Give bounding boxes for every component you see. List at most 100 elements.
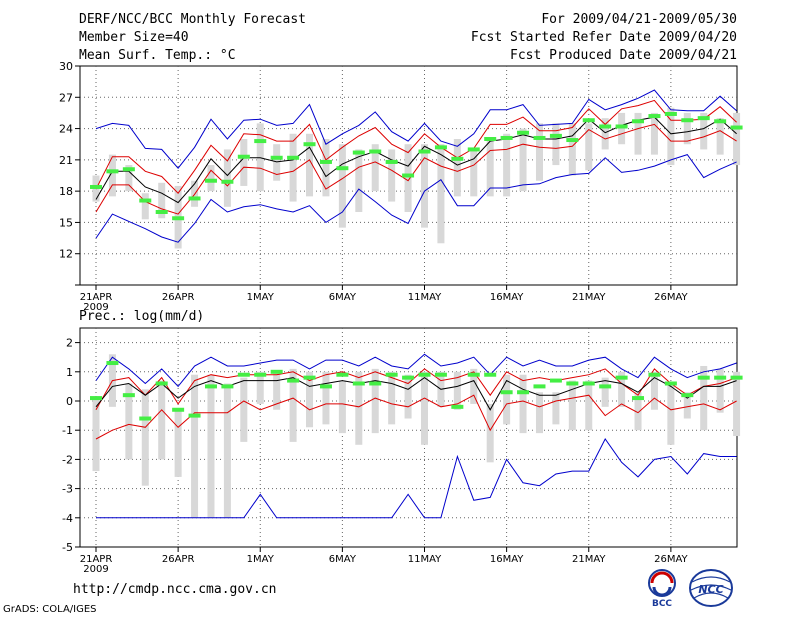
panel1-member-mark [106,169,119,174]
panel1-spread-box [716,118,724,155]
panel2-member-mark [188,413,201,418]
panel2-member-mark [451,404,464,409]
panel2-member-mark [106,361,119,366]
panel2-member-mark [221,384,234,389]
panel1-member-mark [648,114,661,119]
panel1-spread-box [371,144,379,192]
panel2-member-mark [270,369,283,374]
panel2-ytick-label: -5 [62,541,73,554]
panel2-series-mean [95,376,737,411]
panel1-ytick-label: 27 [59,91,73,104]
panel2-member-mark [204,384,217,389]
panel2-member-mark [517,390,530,395]
panel1-spread-box [519,128,527,192]
panel2-member-mark [664,381,677,386]
panel1-spread-box [125,165,133,192]
panel2-spread-box [355,371,363,445]
panel1-ytick-label: 18 [59,185,73,198]
panel2-ytick-label: 2 [66,337,73,350]
panel2-xtick-label: 11MAY [408,554,442,565]
panel2-spread-box [453,371,461,410]
variable-label: Mean Surf. Temp.: °C [79,48,236,63]
member-size-label: Member Size=40 [79,30,189,45]
panel2-member-mark [254,372,267,377]
panel1-member-mark [549,133,562,138]
panel2-spread-box [240,377,248,442]
panel1-member-mark [730,125,743,130]
panel2-spread-box [486,403,494,463]
panel1-member-mark [451,156,464,161]
panel1-spread-box [240,139,248,186]
panel1-spread-box [273,144,281,181]
panel1-member-mark [599,124,612,129]
panel2-spread-box [273,371,281,410]
panel2-series-lower [95,394,737,440]
panel2-spread-box [174,409,182,477]
panel2-ytick-label: -4 [62,512,73,525]
fcst-started-label: Fcst Started Refer Date 2009/04/20 [470,30,737,45]
panel1-member-mark [385,159,398,164]
panel1-spread-box [470,149,478,197]
panel2-spread-box [716,368,724,413]
panel2-member-mark [434,372,447,377]
panel1-member-mark [139,198,152,203]
panel2-member-mark [122,393,135,398]
panel1-spread-box [700,112,708,150]
panel1-member-mark [336,166,349,171]
panel2-ytick-label: -1 [62,424,73,437]
panel1-ytick-label: 21 [59,154,73,167]
panel1-member-mark [681,118,694,123]
panel1-xtick-label: 6MAY [329,292,357,303]
panel2-spread-box [371,368,379,434]
panel1-series-lower [95,123,737,215]
panel2-ytick-label: -3 [62,483,73,496]
panel1-member-mark [303,142,316,147]
panel2-frame [79,327,738,548]
bcc-logo: BCC [648,569,676,608]
panel2-member-mark [385,372,398,377]
panel2-member-mark [549,378,562,383]
panel1-spread-box [683,112,691,145]
panel2-xtick-label: 21MAY [572,554,606,565]
panel1-member-mark [90,184,102,189]
panel2-spread-box [421,371,428,445]
panel1-member-mark [500,135,513,140]
panel2-member-mark [582,381,595,386]
panel1-member-mark [122,167,135,172]
source-url[interactable]: http://cmdp.ncc.cma.gov.cn [73,582,277,597]
panel2-spread-box [585,380,593,431]
panel2-spread-box [552,392,560,425]
panel2-spread-box [618,371,626,407]
panel1-xtick-label: 21APR [80,292,113,303]
panel1-series-mean [95,116,737,204]
panel2-spread-box [601,377,609,407]
panel1-member-mark [664,111,677,116]
panel2-spread-box [322,371,330,425]
panel2-member-mark [336,372,349,377]
panel1-member-mark [270,155,283,160]
panel1-member-mark [418,149,431,154]
panel2-spread-box [289,368,297,442]
panel1-xtick-year: 2009 [83,302,108,313]
panel1-member-mark [221,179,234,184]
panel1-spread-box [650,112,658,155]
panel1-series-min [95,154,737,243]
panel2-spread-box [191,374,199,518]
svg-text:BCC: BCC [652,599,672,608]
panel1-member-mark [352,150,365,155]
panel1-member-mark [319,159,332,164]
panel1-member-mark [402,173,415,178]
panel2-member-mark [681,393,694,398]
panel2-member-mark [369,381,382,386]
panel2-member-mark [303,375,316,380]
panel2-spread-box [700,365,708,431]
panel2-spread-box [568,380,576,431]
panel1-spread-box [256,123,264,192]
panel1-member-mark [566,138,579,143]
panel1-spread-box [601,118,609,150]
panel2-spread-box [650,371,658,410]
panel2-spread-box [306,371,314,428]
panel2-spread-box [92,398,100,472]
panel2-member-mark [714,375,727,380]
